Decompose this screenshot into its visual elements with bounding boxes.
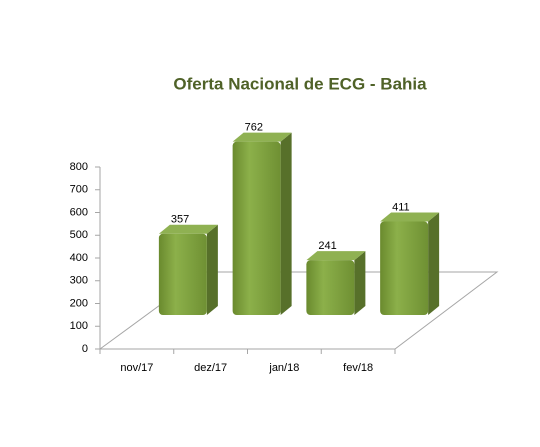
bar-top [158,224,218,234]
bar [306,251,366,315]
bar [380,212,440,315]
x-tick-label: nov/17 [120,362,153,374]
value-label: 357 [171,214,189,226]
bar-front [380,221,429,315]
bar [158,224,218,315]
y-tick-label: 700 [70,184,88,196]
bar-top [232,132,292,142]
bar-front [232,141,281,315]
bar-top [306,251,366,261]
y-tick-label: 400 [70,252,88,264]
y-tick-label: 500 [70,229,88,241]
y-tick-label: 200 [70,297,88,309]
y-tick-label: 0 [82,343,88,355]
bar-front [306,260,355,315]
bar-top [380,212,440,222]
x-tick-label: dez/17 [194,362,227,374]
y-tick-label: 600 [70,206,88,218]
y-tick-label: 100 [70,320,88,332]
value-label: 762 [245,122,263,134]
bar-side [280,132,292,315]
bar [232,132,292,315]
chart-title: Oferta Nacional de ECG - Bahia [173,74,427,93]
value-label: 411 [392,201,410,213]
bar-side [206,224,218,315]
bar-side [354,251,366,315]
bar-side [428,212,440,315]
x-tick-label: jan/18 [268,362,299,374]
value-label: 241 [318,240,336,252]
bar-front [158,233,207,315]
y-tick-label: 300 [70,275,88,287]
y-tick-label: 800 [70,161,88,173]
x-tick-label: fev/18 [343,362,373,374]
